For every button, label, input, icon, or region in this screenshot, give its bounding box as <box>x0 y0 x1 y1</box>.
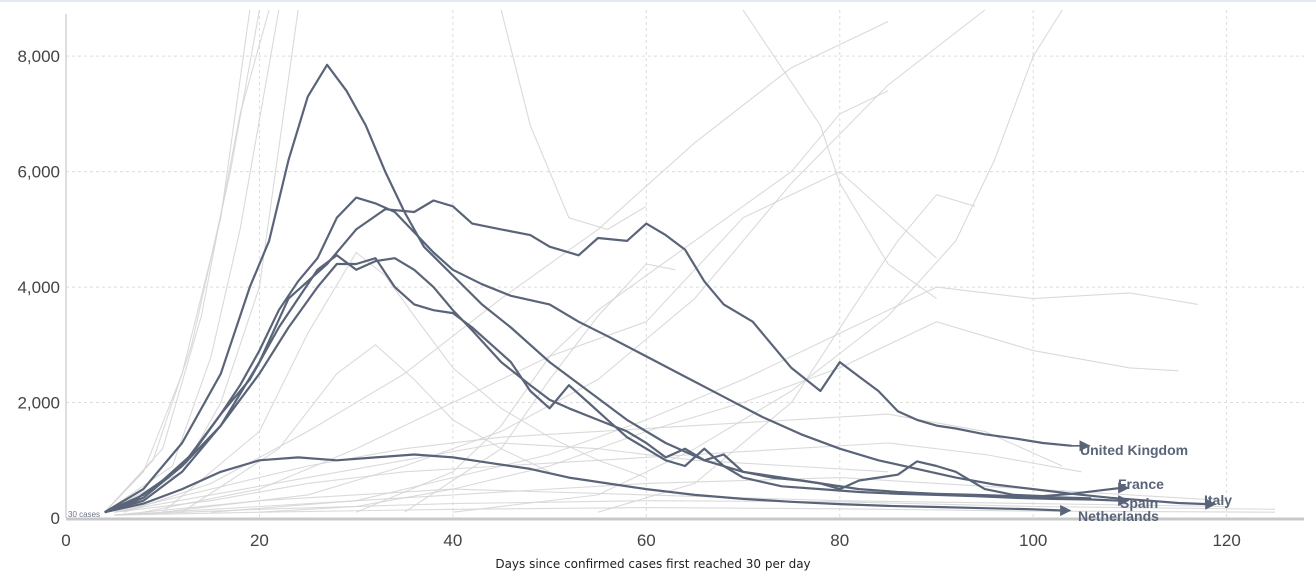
background-series-line <box>114 442 889 513</box>
y-tick-label: 0 <box>51 509 60 528</box>
series-label-spain: Spain <box>1120 495 1158 511</box>
background-series-line <box>211 286 1198 513</box>
background-series-line <box>114 442 1082 513</box>
series-label-netherlands: Netherlands <box>1078 508 1159 524</box>
series-line-france <box>104 254 1121 514</box>
background-series-line <box>104 9 260 513</box>
x-tick-label: 20 <box>250 531 269 550</box>
series-line-united-kingdom <box>104 199 1073 514</box>
background-series-line <box>500 9 647 230</box>
x-tick-label: 120 <box>1212 531 1240 550</box>
background-series-line <box>104 9 270 513</box>
highlight-series-group <box>104 63 1208 514</box>
background-series-line <box>114 507 1276 516</box>
background-series-line <box>181 344 550 513</box>
background-series-line <box>162 251 647 513</box>
series-label-france: France <box>1118 476 1164 492</box>
x-tick-label: 40 <box>443 531 462 550</box>
background-series-line <box>114 488 1227 516</box>
start-marker-label: 30 cases <box>68 510 100 519</box>
background-series-line <box>123 21 889 513</box>
y-tick-label: 4,000 <box>17 278 60 297</box>
background-series-line <box>104 9 251 513</box>
background-series-line <box>355 90 889 513</box>
y-tick-label: 2,000 <box>17 394 60 413</box>
series-line-italy <box>104 196 1208 514</box>
background-series-line <box>597 194 976 513</box>
x-axis-title: Days since confirmed cases first reached… <box>495 557 810 571</box>
background-series-line <box>104 9 299 513</box>
background-series-line <box>452 9 1063 513</box>
y-tick-label: 8,000 <box>17 47 60 66</box>
x-tick-label: 100 <box>1019 531 1047 550</box>
series-line-unlabeled <box>104 63 1092 514</box>
y-tick-label: 6,000 <box>17 163 60 182</box>
series-line-spain <box>104 257 1121 514</box>
background-series-line <box>162 9 986 513</box>
background-series-line <box>742 9 937 300</box>
x-tick-label: 80 <box>830 531 849 550</box>
series-label-italy: Italy <box>1204 492 1232 508</box>
background-series-group <box>104 9 1276 516</box>
x-tick-label: 60 <box>637 531 656 550</box>
series-label-united-kingdom: United Kingdom <box>1080 442 1188 458</box>
x-tick-label: 0 <box>61 531 70 550</box>
background-series-line <box>114 500 1276 516</box>
background-series-line <box>404 263 676 513</box>
background-series-line <box>259 321 1179 513</box>
series-line-netherlands <box>104 453 1063 514</box>
